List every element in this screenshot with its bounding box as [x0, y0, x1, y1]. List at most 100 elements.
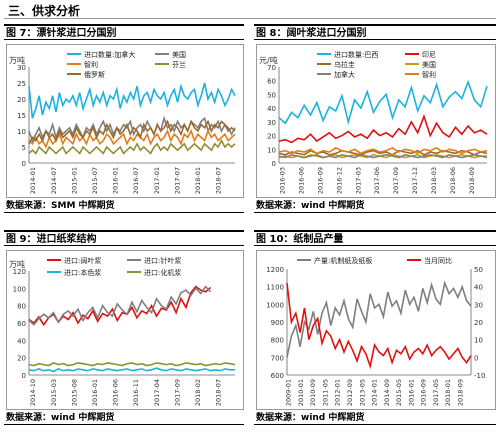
figure-9-chart: 万吨 0 20 40 60 80 100 120 2014-10 2015-03 2015-08 20… — [6, 250, 244, 410]
y-tick-label: 800 — [271, 337, 284, 345]
x-tick-label: 2017-09 — [392, 167, 400, 194]
y2-tick-label: 10 — [474, 337, 483, 345]
x-tick-label: 2015-05 — [395, 379, 403, 406]
figure-7-source: 数据来源：SMM 中辉期货 — [4, 200, 244, 213]
legend-label-1: 印尼 — [422, 51, 436, 59]
series-line-4 — [28, 119, 236, 145]
x-tick-label: 2018-09 — [468, 167, 476, 194]
x-tick-label: 2018-03 — [430, 167, 438, 194]
legend-label-5: 智利 — [422, 70, 436, 79]
figure-7-panel: 图 7：漂针浆进口分国别 万吨 0 5 10 15 20 25 30 2014-01 2014-0… — [4, 24, 244, 216]
legend-label-2: 乌拉圭 — [334, 60, 355, 69]
x-tick-label: 2017-09 — [173, 379, 181, 406]
y-tick-label: 1100 — [266, 284, 284, 292]
x-tick-label: 2016-11 — [132, 379, 140, 406]
y-tick-label: 50 — [267, 91, 276, 99]
figure-8-svg: 元/吨 0 10 20 30 40 50 60 70 2016-03 2016-06 2016-09 2… — [259, 50, 488, 194]
x-tick-label: 2012-09 — [346, 379, 354, 406]
y-tick-label: 80 — [17, 303, 26, 311]
x-tick-label: 2010-01 — [297, 379, 305, 406]
x-tick-label: 2015-07 — [91, 167, 99, 194]
figure-9-source-brand: 中辉期货 — [78, 413, 115, 423]
y-tick-label: 30 — [267, 119, 276, 127]
x-tick-label: 2017-04 — [153, 379, 161, 406]
legend-label-3: 进口:化机浆 — [144, 268, 181, 277]
figure-8-header: 图 8：阔叶浆进口分国别 — [254, 24, 496, 40]
y-tick-label: 0 — [22, 160, 26, 168]
legend-label-0: 产量:机制纸及纸板 — [314, 256, 372, 265]
y-tick-label: 15 — [17, 112, 26, 120]
x-tick-label: 2016-01 — [112, 167, 120, 194]
y-tick-label: 0 — [272, 160, 276, 168]
figure-10-header: 图 10：纸制品产量 — [254, 230, 496, 246]
series-line-4 — [278, 153, 488, 159]
x-tick-label: 2016-06 — [298, 167, 306, 194]
figure-10-source: 数据来源：wind 中辉期货 — [254, 412, 496, 425]
figure-7-header: 图 7：漂针浆进口分国别 — [4, 24, 244, 40]
x-tick-label: 2018-06 — [449, 167, 457, 194]
y-tick-label: 10 — [17, 128, 26, 136]
series-line-3 — [28, 138, 236, 155]
y2-tick-label: 0 — [474, 354, 478, 362]
x-tick-label: 2017-06 — [373, 167, 381, 194]
figure-10-source-label: 数据来源：wind — [256, 413, 326, 423]
figure-9-svg: 万吨 0 20 40 60 80 100 120 2014-10 2015-03 2015-08 20… — [9, 256, 243, 406]
y-tick-label: 10 — [267, 146, 276, 154]
legend-label-2: 进口:本色浆 — [64, 268, 101, 277]
y-tick-label: 600 — [271, 372, 284, 380]
x-tick-label: 2017-03 — [354, 167, 362, 194]
legend-label-3: 美国 — [422, 60, 436, 69]
x-tick-label: 2016-03 — [279, 167, 287, 194]
x-tick-label: 2011-05 — [321, 379, 329, 406]
legend-label-0: 进口数量:加拿大 — [84, 50, 135, 59]
figure-10-source-brand: 中辉期货 — [328, 413, 365, 423]
x-tick-label: 2016-09 — [420, 379, 428, 406]
section-title: 三、供求分析 — [8, 4, 81, 18]
y-tick-label: 60 — [17, 320, 26, 328]
x-tick-label: 2018-01 — [444, 379, 452, 406]
x-tick-label: 2013-05 — [358, 379, 366, 406]
figure-10-svg: 600 700 800 900 1000 1100 1200 -10 0 10 20 30 40 50 20… — [266, 256, 485, 406]
figure-7-source-label: 数据来源：SMM — [6, 201, 76, 211]
series-line-3 — [28, 362, 236, 367]
x-tick-label: 2017-12 — [411, 167, 419, 194]
figure-9-header: 图 9：进口纸浆结构 — [4, 230, 244, 246]
x-tick-label: 2014-07 — [50, 167, 58, 194]
section-rule — [4, 18, 496, 19]
legend-label-0: 进口数量:巴西 — [334, 50, 378, 59]
y-tick-label: 1200 — [266, 266, 284, 274]
series-line-1 — [278, 114, 488, 144]
x-tick-label: 2009-01 — [285, 379, 293, 406]
x-tick-label: 2018-07 — [215, 167, 223, 194]
legend-label-4: 俄罗斯 — [84, 70, 105, 79]
series-line-1 — [29, 287, 235, 325]
figure-10-chart: 600 700 800 900 1000 1100 1200 -10 0 10 20 30 40 50 20… — [256, 250, 496, 410]
series-line-0 — [286, 280, 472, 358]
legend-label-3: 芬兰 — [172, 60, 186, 69]
y-tick-label: 60 — [267, 78, 276, 86]
y2-tick-label: -10 — [474, 372, 485, 380]
series-line-2 — [28, 367, 235, 373]
figure-8-source: 数据来源：wind 中辉期货 — [254, 200, 496, 213]
y2-tick-label: 20 — [474, 319, 483, 327]
x-tick-label: 2012-01 — [334, 379, 342, 406]
x-tick-label: 2015-01 — [70, 167, 78, 194]
legend-label-1: 美国 — [172, 50, 186, 59]
series-line-2 — [28, 128, 236, 149]
figure-8-source-label: 数据来源：wind — [256, 201, 326, 211]
legend-label-1: 进口:针叶浆 — [144, 256, 181, 265]
legend-label-0: 进口:阔叶浆 — [64, 256, 101, 265]
figure-7-svg: 万吨 0 5 10 15 20 25 30 2014-01 2014-07 2015-01 2015-… — [9, 50, 236, 194]
figure-9-source: 数据来源：wind 中辉期货 — [4, 412, 244, 425]
x-tick-label: 2014-01 — [29, 167, 37, 194]
x-tick-label: 2018-09 — [456, 379, 464, 406]
y2-tick-label: 40 — [474, 284, 483, 292]
figure-8-source-brand: 中辉期货 — [328, 201, 365, 211]
x-tick-label: 2015-08 — [70, 379, 78, 406]
y-tick-label: 40 — [267, 105, 276, 113]
x-tick-label: 2015-03 — [50, 379, 58, 406]
x-tick-label: 2010-09 — [309, 379, 317, 406]
x-tick-label: 2014-01 — [371, 379, 379, 406]
x-tick-label: 2016-01 — [91, 379, 99, 406]
figure-8-panel: 图 8：阔叶浆进口分国别 元/吨 0 10 20 30 40 50 60 70 2016-03 20… — [254, 24, 496, 216]
